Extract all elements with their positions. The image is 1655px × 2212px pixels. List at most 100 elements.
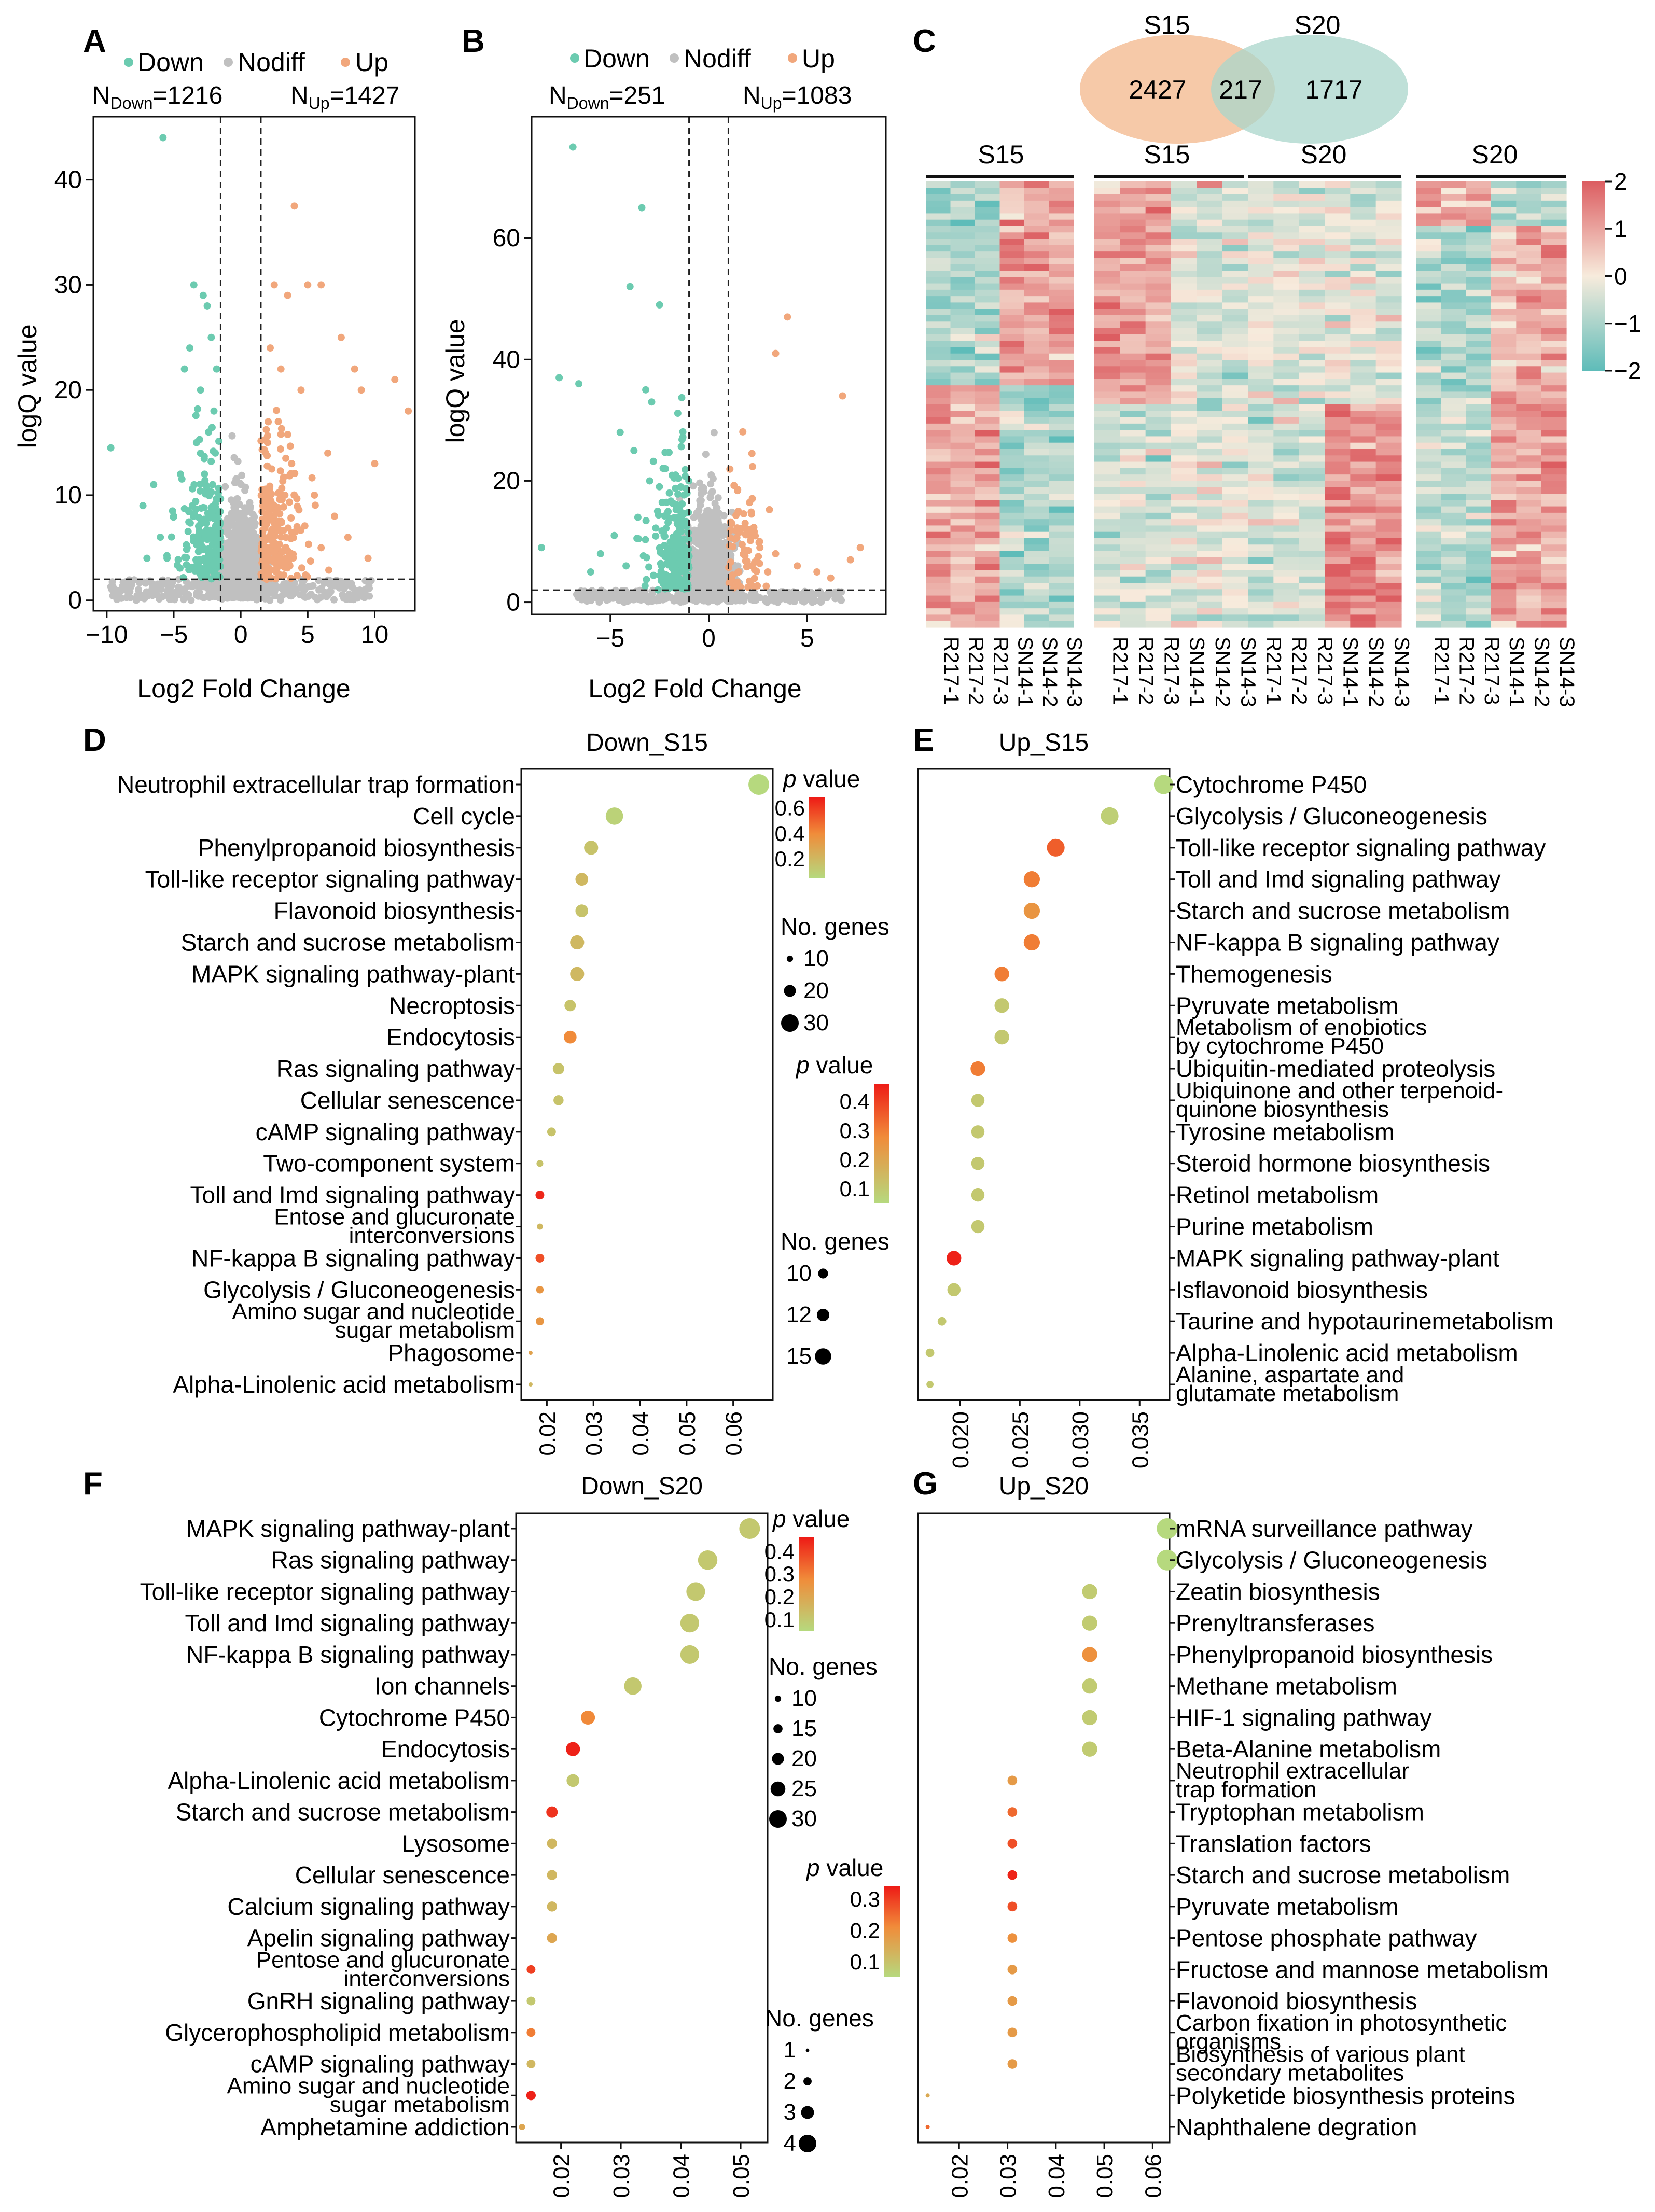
heatmap-cell [1516, 525, 1542, 533]
heatmap-cell [1024, 512, 1050, 520]
heatmap-cell [1350, 283, 1376, 290]
heatmap-cell [1024, 181, 1050, 188]
heatmap-cell [1024, 200, 1050, 207]
up-point [794, 562, 801, 570]
heatmap-cell [1441, 449, 1467, 456]
down-point [652, 532, 660, 540]
heatmap-cell [1416, 595, 1441, 603]
heatmap-cell [1325, 188, 1351, 195]
nodiff-point [138, 594, 146, 601]
heatmap-cell [1325, 404, 1351, 411]
heatmap-cell [1145, 481, 1172, 488]
heatmap-cell [950, 531, 976, 539]
heatmap-cell [950, 436, 976, 443]
heatmap-cell [1416, 570, 1441, 577]
heatmap-cell [926, 595, 951, 603]
down-point [664, 576, 672, 584]
heatmap-cell [1350, 525, 1376, 533]
heatmap-cell [1049, 251, 1074, 259]
heatmap-cell [1516, 181, 1542, 188]
heatmap-cell [1120, 360, 1146, 367]
heatmap-cell [1350, 219, 1376, 227]
heatmap-cell [1248, 557, 1274, 564]
heatmap-cell [1120, 404, 1146, 411]
heatmap-cell [926, 494, 951, 500]
heatmap-cell [1145, 506, 1172, 513]
up-point [726, 465, 734, 473]
up-point [726, 542, 733, 550]
heatmap-cell [1491, 494, 1517, 500]
heatmap-cell [1024, 557, 1050, 564]
heatmap-cell [950, 481, 976, 488]
heatmap-cell [975, 430, 1000, 437]
heatmap-cell [1375, 461, 1402, 469]
heatmap-cell [1516, 404, 1542, 411]
heatmap-cell [1516, 589, 1542, 596]
heatmap-cell [1541, 258, 1567, 265]
heatmap-cell [1441, 557, 1467, 564]
heatmap-cell [1171, 621, 1197, 628]
heatmap-cell [950, 302, 976, 310]
heatmap-cell [1171, 461, 1197, 469]
panel-b-legend: Down Nodiff Up [570, 44, 835, 73]
heatmap-cell [1441, 500, 1467, 507]
venn-only-s20-count: 1717 [1305, 75, 1362, 104]
heatmap-cell [1120, 621, 1146, 628]
heatmap-cell [1466, 461, 1492, 469]
heatmap-cell [1516, 595, 1542, 603]
heatmap-cell [1416, 347, 1441, 354]
heatmap-cell [999, 296, 1025, 303]
down-point [188, 485, 196, 493]
up-point [297, 386, 305, 394]
heatmap-cell [926, 309, 951, 316]
heatmap-cell [975, 328, 1000, 335]
heatmap-cell [1441, 576, 1467, 583]
heatmap-cell [1350, 557, 1376, 564]
heatmap-cell [1375, 468, 1402, 475]
heatmap-cell [1248, 583, 1274, 590]
heatmap-cell [1466, 442, 1492, 450]
down-point [215, 517, 223, 525]
heatmap-cell [950, 423, 976, 430]
heatmap-cell [1024, 321, 1050, 329]
nodiff-point [690, 590, 698, 598]
heatmap-cell [1094, 436, 1120, 443]
heatmap-cell [1248, 601, 1274, 609]
heatmap-cell [975, 302, 1000, 310]
heatmap-cell [1197, 360, 1223, 367]
heatmap-cell [1416, 219, 1441, 227]
nodiff-point [627, 595, 634, 603]
heatmap-cell [1441, 544, 1467, 552]
heatmap-cell [1516, 385, 1542, 393]
heatmap-cell [1171, 200, 1197, 207]
heatmap-cell [1375, 455, 1402, 463]
enrichment-dot [536, 1286, 544, 1294]
up-point [272, 510, 280, 517]
heatmap-cell [1466, 251, 1492, 259]
x-axis-label: Log2 Fold Change [137, 674, 350, 703]
down-point [677, 443, 685, 451]
nodiff-point [787, 594, 795, 601]
down-point [203, 302, 211, 310]
down-point [192, 439, 200, 446]
heatmap-cell [1491, 564, 1517, 571]
heatmap-cell [999, 341, 1025, 348]
down-point [197, 546, 205, 554]
heatmap-cell [1024, 219, 1050, 227]
heatmap-cell [1145, 614, 1172, 622]
down-point [653, 507, 661, 515]
heatmap-cell [1516, 283, 1542, 290]
heatmap-cell [1197, 226, 1223, 233]
heatmap-cell [1049, 264, 1074, 271]
heatmap-cell [1541, 468, 1567, 475]
heatmap-cell [1024, 608, 1050, 615]
heatmap-cell [1491, 277, 1517, 284]
nodiff-point [707, 597, 715, 605]
nodiff-point [180, 596, 188, 604]
heatmap-cell [1024, 360, 1050, 367]
heatmap-cell [1049, 188, 1074, 195]
up-point [308, 474, 316, 482]
heatmap-cell [1516, 455, 1542, 463]
nodiff-point [223, 587, 231, 595]
heatmap-cell [1171, 302, 1197, 310]
